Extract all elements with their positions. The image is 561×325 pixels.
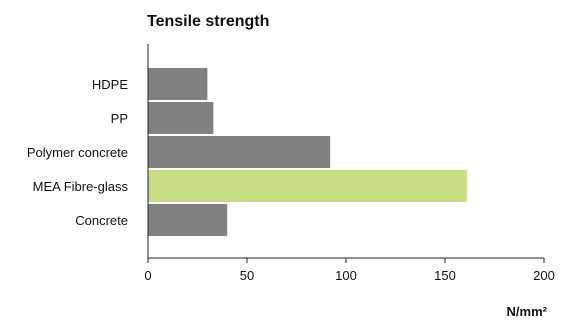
x-tick-label-50: 50 (240, 268, 254, 283)
category-label-concrete: Concrete (75, 213, 128, 228)
bar-mea-fibre-glass (148, 170, 467, 202)
x-axis-ticks: 0 50 100 150 200 (144, 258, 555, 283)
x-tick-label-0: 0 (144, 268, 151, 283)
x-axis-unit-label: N/mm² (507, 304, 548, 319)
category-label-pp: PP (111, 111, 128, 126)
category-labels: HDPE PP Polymer concrete MEA Fibre-glass Con… (27, 77, 129, 228)
x-tick-label-150: 150 (434, 268, 456, 283)
bars-group (148, 68, 467, 236)
bar-polymer-concrete (148, 136, 331, 168)
bar-pp (148, 102, 214, 134)
x-tick-label-100: 100 (335, 268, 357, 283)
category-label-hdpe: HDPE (92, 77, 128, 92)
chart-title: Tensile strength (147, 13, 269, 30)
category-label-mea-fibre-glass: MEA Fibre-glass (33, 179, 129, 194)
bar-hdpe (148, 68, 208, 100)
bar-concrete (148, 204, 228, 236)
x-tick-label-200: 200 (533, 268, 555, 283)
category-label-polymer-concrete: Polymer concrete (27, 145, 128, 160)
